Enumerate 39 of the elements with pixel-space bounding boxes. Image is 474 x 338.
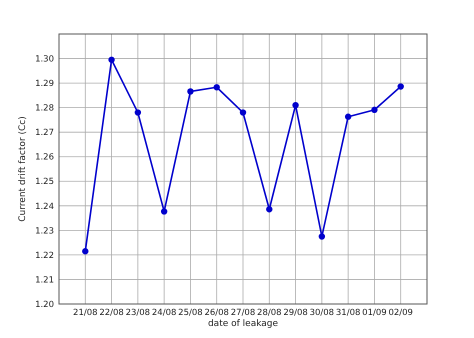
y-tick-label: 1.24 (35, 202, 54, 212)
point (187, 88, 194, 95)
point (318, 233, 326, 240)
point (160, 208, 168, 215)
point (371, 106, 378, 114)
y-tick-label: 1.21 (35, 275, 54, 286)
x-tick-label: 30/08 (310, 308, 334, 318)
x-tick-label: 25/08 (178, 308, 203, 318)
y-tick-label: 1.29 (35, 79, 54, 90)
x-tick-label: 26/08 (204, 308, 229, 318)
x-axis-title: date of leakage (208, 319, 278, 329)
y-tick-label: 1.23 (35, 226, 54, 236)
y-tick-label: 1.30 (35, 54, 54, 65)
x-tick-label: 01/09 (362, 308, 387, 318)
x-tick-label: 02/09 (388, 308, 413, 318)
y-tick-label: 1.25 (35, 177, 54, 188)
x-tick-label: 27/08 (230, 308, 256, 318)
point (266, 206, 272, 212)
point (240, 109, 246, 116)
point (108, 56, 115, 63)
y-axis-title: Current drift factor (Cc) (18, 116, 28, 222)
x-tick-label: 22/08 (99, 308, 124, 318)
x-tick-label: 23/08 (126, 308, 150, 318)
point (292, 102, 299, 108)
x-tick-label: 28/08 (257, 308, 282, 318)
point (214, 84, 220, 90)
y-tick-label: 1.27 (35, 128, 54, 138)
point (134, 109, 142, 116)
y-tick-label: 1.22 (35, 250, 54, 261)
y-tick-label: 1.26 (35, 152, 54, 163)
x-tick-label: 29/08 (283, 308, 308, 318)
x-tick-label: 31/08 (336, 308, 360, 318)
point (344, 114, 352, 120)
point (82, 248, 88, 254)
x-tick-label: 21/08 (73, 308, 98, 318)
y-tick-label: 1.28 (35, 104, 54, 114)
x-tick-label: 24/08 (152, 308, 176, 318)
point (398, 83, 404, 90)
y-tick-label: 1.20 (35, 300, 54, 310)
